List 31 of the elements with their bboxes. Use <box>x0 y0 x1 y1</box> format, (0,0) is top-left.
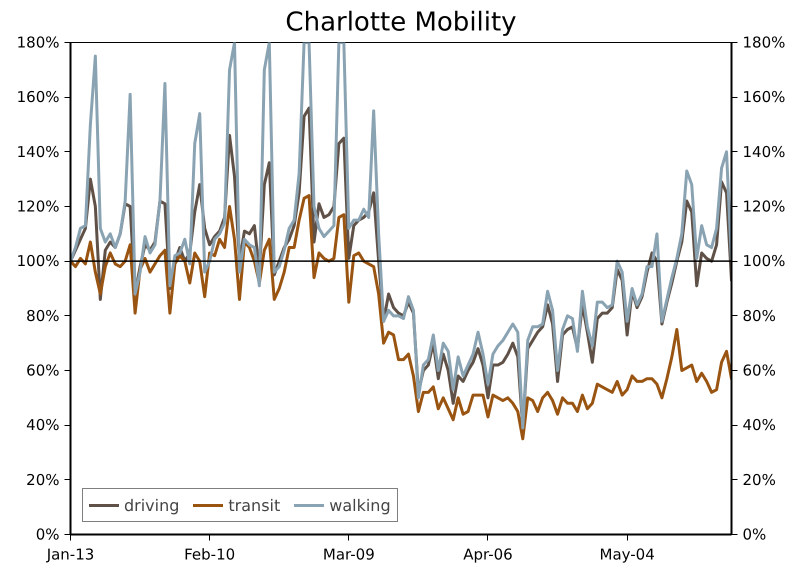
y-tick-label: 60% <box>26 362 60 380</box>
line-series <box>70 194 732 440</box>
x-tick-label: Mar-09 <box>322 546 375 564</box>
chart-title: Charlotte Mobility <box>285 8 517 38</box>
y-tick-label: 180% <box>16 34 60 52</box>
legend-label: transit <box>228 496 280 514</box>
y2-tick-label: 60% <box>742 362 776 380</box>
y2-tick-label: 180% <box>742 34 786 52</box>
y2-tick-label: 40% <box>742 416 776 434</box>
legend-label: driving <box>124 496 180 514</box>
legend-label: walking <box>329 496 391 514</box>
line-series <box>70 42 732 430</box>
x-tick-label: Feb-10 <box>184 546 236 564</box>
x-tick-label: Jan-13 <box>46 546 94 564</box>
y2-tick-label: 80% <box>742 306 776 325</box>
y-tick-label: 140% <box>16 142 60 161</box>
y2-tick-label: 100% <box>742 252 786 270</box>
x-tick-label: Apr-06 <box>463 546 513 564</box>
y-tick-label: 20% <box>26 470 60 489</box>
y2-tick-label: 20% <box>742 470 776 489</box>
y-tick-label: 120% <box>16 198 60 216</box>
y-tick-label: 0% <box>36 526 60 544</box>
y2-tick-label: 0% <box>742 526 766 544</box>
x-tick-label: May-04 <box>600 546 655 564</box>
y-tick-label: 160% <box>16 88 60 106</box>
y2-tick-label: 160% <box>742 88 786 106</box>
y2-tick-label: 140% <box>742 142 786 161</box>
y-tick-label: 100% <box>16 252 60 270</box>
y-tick-label: 40% <box>26 416 60 434</box>
y-tick-label: 80% <box>26 306 60 325</box>
y2-tick-label: 120% <box>742 198 786 216</box>
